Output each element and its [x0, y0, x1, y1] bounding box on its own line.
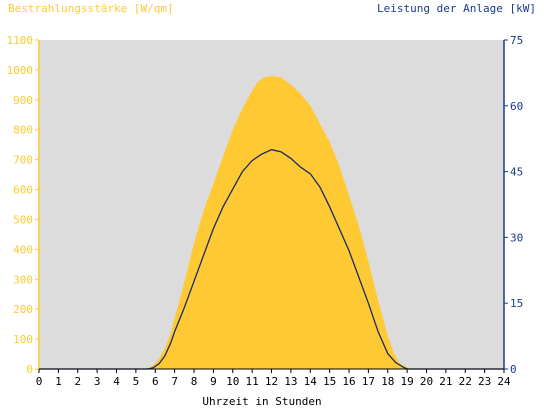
power-line [39, 149, 504, 370]
left-tick-label: 400 [13, 243, 33, 256]
right-tick-label: 60 [510, 100, 523, 113]
right-tick-label: 0 [510, 363, 517, 376]
x-tick-label: 0 [36, 375, 43, 388]
right-tick-label: 45 [510, 166, 523, 179]
right-tick-label: 75 [510, 34, 523, 47]
x-tick-label: 3 [94, 375, 101, 388]
x-tick-label: 18 [381, 375, 394, 388]
x-tick-label: 17 [362, 375, 375, 388]
x-tick-label: 6 [152, 375, 159, 388]
x-tick-label: 4 [113, 375, 120, 388]
left-tick-label: 0 [26, 363, 33, 376]
x-tick-label: 15 [323, 375, 336, 388]
x-tick-label: 24 [497, 375, 511, 388]
left-tick-label: 1000 [7, 64, 34, 77]
x-tick-label: 20 [420, 375, 433, 388]
x-tick-label: 5 [133, 375, 140, 388]
right-tick-label: 15 [510, 297, 523, 310]
x-tick-label: 16 [342, 375, 355, 388]
left-tick-label: 900 [13, 94, 33, 107]
x-tick-label: 23 [478, 375, 491, 388]
irradiance-area [39, 75, 504, 370]
left-tick-label: 1100 [7, 34, 34, 47]
x-tick-label: 7 [171, 375, 178, 388]
left-tick-label: 800 [13, 124, 33, 137]
right-tick-label: 30 [510, 231, 523, 244]
x-tick-label: 1 [55, 375, 62, 388]
x-tick-label: 10 [226, 375, 239, 388]
x-tick-label: 2 [74, 375, 81, 388]
left-tick-label: 200 [13, 303, 33, 316]
x-tick-label: 11 [246, 375, 259, 388]
x-tick-label: 13 [284, 375, 297, 388]
x-tick-label: 14 [304, 375, 318, 388]
right-axis-title: Leistung der Anlage [kW] [377, 2, 536, 15]
x-tick-label: 19 [401, 375, 414, 388]
left-axis-title: Bestrahlungsstärke [W/qm] [8, 2, 174, 15]
x-axis-label: Uhrzeit in Stunden [202, 395, 321, 408]
left-tick-label: 300 [13, 273, 33, 286]
x-tick-label: 9 [210, 375, 217, 388]
left-tick-label: 500 [13, 213, 33, 226]
left-tick-label: 100 [13, 333, 33, 346]
left-tick-label: 700 [13, 154, 33, 167]
x-tick-label: 8 [191, 375, 198, 388]
x-tick-label: 21 [439, 375, 452, 388]
left-tick-label: 600 [13, 184, 33, 197]
x-tick-label: 22 [459, 375, 472, 388]
x-tick-label: 12 [265, 375, 278, 388]
